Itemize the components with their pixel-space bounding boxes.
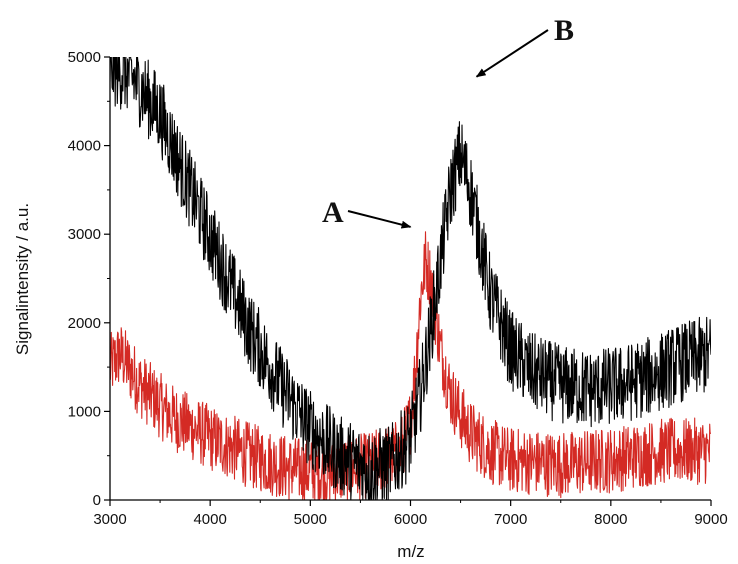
y-tick-label: 5000 — [68, 49, 101, 66]
y-axis-title: Signalintensity / a.u. — [13, 203, 32, 355]
annotations: AB — [322, 14, 574, 229]
x-tick-label: 8000 — [594, 511, 627, 528]
series-layer — [110, 57, 711, 500]
x-tick-label: 3000 — [93, 511, 126, 528]
annotation-arrow-b — [475, 29, 549, 78]
tick-labels: 3000 4000 5000 6000 7000 8000 9000 0 1000 2000 300… — [68, 49, 728, 528]
axes — [104, 56, 712, 506]
x-tick-label: 6000 — [394, 511, 427, 528]
y-tick-label: 3000 — [68, 226, 101, 243]
y-tick-label: 0 — [93, 492, 101, 509]
x-tick-label: 4000 — [193, 511, 226, 528]
x-tick-label: 5000 — [294, 511, 327, 528]
y-tick-label: 1000 — [68, 403, 101, 420]
annotation-arrow-a — [347, 210, 412, 229]
annotation-label-b: B — [554, 14, 574, 47]
y-tick-label: 2000 — [68, 315, 101, 332]
series-black-trace — [110, 57, 711, 500]
x-tick-label: 7000 — [494, 511, 527, 528]
y-tick-label: 4000 — [68, 138, 101, 155]
x-tick-label: 9000 — [694, 511, 727, 528]
x-axis-title: m/z — [397, 542, 424, 561]
annotation-label-a: A — [322, 196, 344, 229]
